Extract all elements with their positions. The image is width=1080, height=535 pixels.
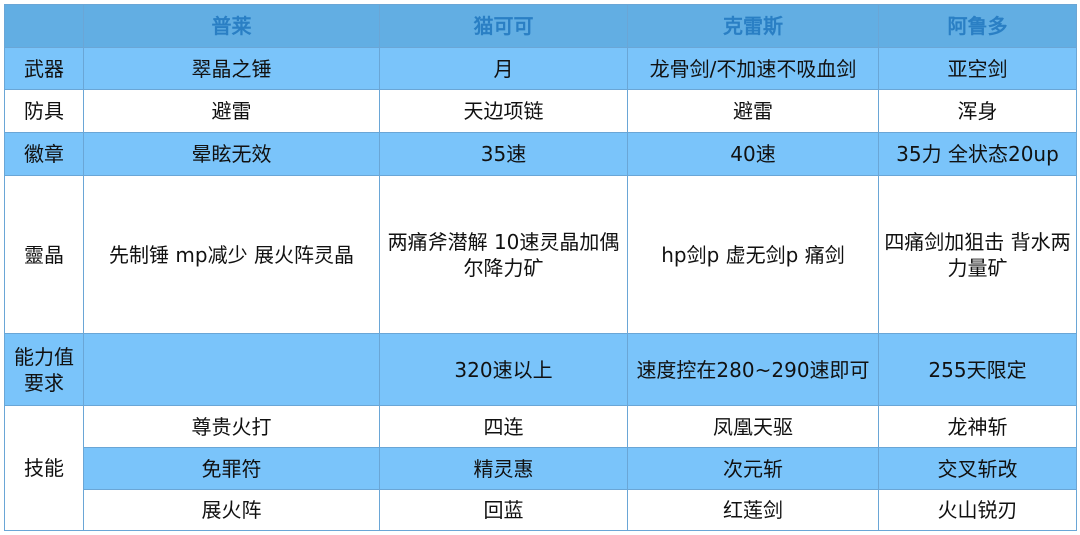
cell: 天边项链 bbox=[379, 89, 628, 133]
cell: 龙骨剑/不加速不吸血剑 bbox=[627, 47, 879, 90]
row-skill: 免罪符 精灵惠 次元斩 交叉斩改 bbox=[5, 447, 1077, 490]
cell: 晕眩无效 bbox=[83, 132, 380, 176]
cell: 255天限定 bbox=[878, 333, 1077, 406]
cell: 交叉斩改 bbox=[878, 447, 1077, 490]
cell: 320速以上 bbox=[379, 333, 628, 406]
header-character: 阿鲁多 bbox=[878, 4, 1077, 48]
row-crystal: 靈晶 先制锤 mp减少 展火阵灵晶 两痛斧潜解 10速灵晶加偶尔降力矿 hp剑p… bbox=[4, 175, 1077, 334]
cell: 红莲剑 bbox=[627, 489, 879, 531]
header-corner bbox=[4, 4, 84, 48]
row-armor: 防具 避雷 天边项链 避雷 浑身 bbox=[4, 89, 1077, 133]
cell: 凤凰天驱 bbox=[627, 405, 879, 448]
cell: 35速 bbox=[379, 132, 628, 176]
cell: 35力 全状态20up bbox=[878, 132, 1077, 176]
cell: hp剑p 虚无剑p 痛剑 bbox=[627, 175, 879, 334]
cell: 四连 bbox=[379, 405, 628, 448]
row-label: 防具 bbox=[4, 89, 84, 133]
row-label: 能力值要求 bbox=[4, 333, 84, 406]
cell: 火山锐刃 bbox=[878, 489, 1077, 531]
row-label: 技能 bbox=[4, 405, 84, 531]
row-badge: 徽章 晕眩无效 35速 40速 35力 全状态20up bbox=[4, 132, 1077, 176]
cell: 回蓝 bbox=[379, 489, 628, 531]
cell: 展火阵 bbox=[83, 489, 380, 531]
row-skill: 技能 尊贵火打 四连 凤凰天驱 龙神斩 bbox=[4, 405, 1077, 531]
header-row: 普莱 猫可可 克雷斯 阿鲁多 bbox=[4, 4, 1077, 48]
row-label: 武器 bbox=[4, 47, 84, 90]
row-weapon: 武器 翠晶之锤 月 龙骨剑/不加速不吸血剑 亚空剑 bbox=[4, 47, 1077, 90]
cell: 先制锤 mp减少 展火阵灵晶 bbox=[83, 175, 380, 334]
cell: 避雷 bbox=[627, 89, 879, 133]
cell: 次元斩 bbox=[627, 447, 879, 490]
cell: 避雷 bbox=[83, 89, 380, 133]
row-stat-requirement: 能力值要求 320速以上 速度控在280~290速即可 255天限定 bbox=[4, 333, 1077, 406]
cell: 龙神斩 bbox=[878, 405, 1077, 448]
row-skill: 展火阵 回蓝 红莲剑 火山锐刃 bbox=[5, 489, 1077, 531]
cell: 浑身 bbox=[878, 89, 1077, 133]
cell: 翠晶之锤 bbox=[83, 47, 380, 90]
header-character: 猫可可 bbox=[379, 4, 628, 48]
header-character: 普莱 bbox=[83, 4, 380, 48]
row-label: 徽章 bbox=[4, 132, 84, 176]
cell: 尊贵火打 bbox=[83, 405, 380, 448]
cell bbox=[83, 333, 380, 406]
cell: 速度控在280~290速即可 bbox=[627, 333, 879, 406]
cell: 两痛斧潜解 10速灵晶加偶尔降力矿 bbox=[379, 175, 628, 334]
cell: 40速 bbox=[627, 132, 879, 176]
cell: 亚空剑 bbox=[878, 47, 1077, 90]
row-label: 靈晶 bbox=[4, 175, 84, 334]
header-character: 克雷斯 bbox=[627, 4, 879, 48]
cell: 月 bbox=[379, 47, 628, 90]
cell: 精灵惠 bbox=[379, 447, 628, 490]
build-comparison-table: 普莱 猫可可 克雷斯 阿鲁多 武器 翠晶之锤 月 龙骨剑/不加速不吸血剑 亚空剑… bbox=[4, 4, 1077, 531]
cell: 四痛剑加狙击 背水两力量矿 bbox=[878, 175, 1077, 334]
cell: 免罪符 bbox=[83, 447, 380, 490]
